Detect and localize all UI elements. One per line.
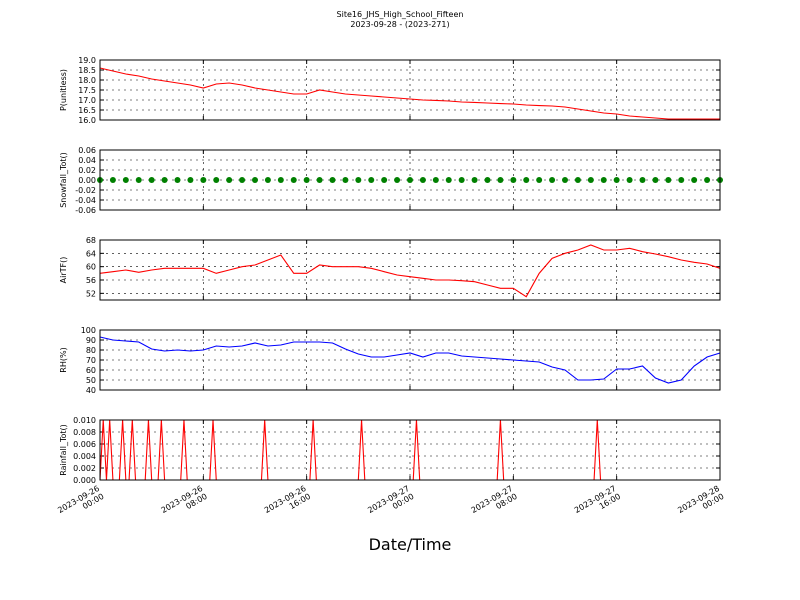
data-point xyxy=(342,177,349,183)
data-point xyxy=(445,177,452,183)
y-tick-label: -0.02 xyxy=(75,186,96,195)
data-point xyxy=(135,177,142,183)
data-point xyxy=(704,177,711,183)
y-tick-label: 18.0 xyxy=(78,76,96,85)
data-point xyxy=(407,177,413,183)
y-tick-label: 56 xyxy=(86,276,96,285)
data-point xyxy=(148,177,155,183)
data-point xyxy=(691,177,698,183)
data-point xyxy=(239,177,246,183)
y-tick-label: 17.0 xyxy=(78,96,96,105)
data-line xyxy=(99,244,721,298)
data-point xyxy=(562,177,568,183)
data-point xyxy=(303,177,310,183)
data-point xyxy=(122,177,129,183)
data-point xyxy=(394,177,401,183)
data-point xyxy=(484,177,491,183)
y-tick-label: 0.010 xyxy=(73,416,96,425)
data-point xyxy=(536,177,543,183)
data-point xyxy=(264,177,271,183)
y-tick-label: 0.002 xyxy=(73,464,96,473)
y-tick-label: 16.5 xyxy=(78,106,96,115)
data-point xyxy=(678,177,685,183)
data-point xyxy=(355,177,362,183)
data-line xyxy=(99,67,720,120)
data-point xyxy=(549,177,556,183)
y-tick-label: 0.008 xyxy=(73,428,96,437)
y-tick-label: 0.02 xyxy=(78,166,96,175)
data-point xyxy=(600,177,607,183)
data-point xyxy=(587,177,594,183)
data-point xyxy=(290,177,297,183)
data-point xyxy=(471,177,478,183)
y-tick-label: 100 xyxy=(81,326,96,335)
y-tick-label: 0.04 xyxy=(78,156,96,165)
y-axis-label: P(unitless) xyxy=(59,69,68,111)
y-tick-label: 17.5 xyxy=(78,86,96,95)
y-tick-label: 19.0 xyxy=(78,56,96,65)
data-line xyxy=(99,336,721,384)
y-tick-label: 68 xyxy=(86,236,96,245)
data-point xyxy=(432,177,439,183)
y-tick-label: 0.006 xyxy=(73,440,96,449)
data-point xyxy=(109,177,116,183)
y-tick-label: 18.5 xyxy=(78,66,96,75)
y-tick-label: 52 xyxy=(86,289,96,298)
y-axis-label: Rainfall_Tot() xyxy=(59,424,68,476)
data-point xyxy=(381,177,388,183)
y-tick-label: 0.06 xyxy=(78,146,96,155)
data-point xyxy=(523,177,530,183)
y-tick-label: -0.04 xyxy=(75,196,96,205)
y-tick-label: 0.00 xyxy=(78,176,96,185)
data-point xyxy=(639,177,646,183)
plot-frame xyxy=(99,419,721,481)
y-tick-label: 60 xyxy=(86,263,96,272)
plot-frame xyxy=(99,149,721,211)
chart-subtitle: 2023-09-28 - (2023-271) xyxy=(350,20,449,29)
y-tick-label: 90 xyxy=(86,336,96,345)
y-axis-label: RH(%) xyxy=(59,347,68,372)
data-point xyxy=(329,177,336,183)
data-point xyxy=(200,177,207,183)
plot-frame xyxy=(99,329,721,391)
plot-frame xyxy=(99,59,721,121)
data-point xyxy=(187,177,194,183)
x-axis-label: Date/Time xyxy=(369,535,452,554)
data-point xyxy=(277,177,284,183)
plot-frame xyxy=(99,239,721,301)
data-point xyxy=(316,177,323,183)
data-point xyxy=(613,177,620,183)
chart-title: Site16_JHS_High_School_Fifteen xyxy=(337,10,464,19)
data-point xyxy=(419,177,426,183)
data-point xyxy=(626,177,633,183)
data-point xyxy=(252,177,258,183)
y-tick-label: 70 xyxy=(86,356,96,365)
data-point xyxy=(497,177,504,183)
y-axis-label: AirTF() xyxy=(59,257,68,284)
y-tick-label: 0.000 xyxy=(73,476,96,485)
data-point xyxy=(458,177,465,183)
y-tick-label: 80 xyxy=(86,346,96,355)
y-tick-label: 40 xyxy=(86,386,96,395)
data-point xyxy=(574,177,581,183)
data-point xyxy=(213,177,220,183)
y-tick-label: 64 xyxy=(86,249,96,258)
y-tick-label: 60 xyxy=(86,366,96,375)
y-tick-label: 16.0 xyxy=(78,116,96,125)
y-tick-label: -0.06 xyxy=(75,206,96,215)
data-point xyxy=(161,177,168,183)
data-point xyxy=(652,177,659,183)
y-tick-label: 0.004 xyxy=(73,452,96,461)
data-point xyxy=(226,177,233,183)
y-axis-label: Snowfall_Tot() xyxy=(59,152,68,208)
data-point xyxy=(174,177,181,183)
data-point xyxy=(368,177,375,183)
data-point xyxy=(510,177,517,183)
data-point xyxy=(665,177,672,183)
y-tick-label: 50 xyxy=(86,376,96,385)
